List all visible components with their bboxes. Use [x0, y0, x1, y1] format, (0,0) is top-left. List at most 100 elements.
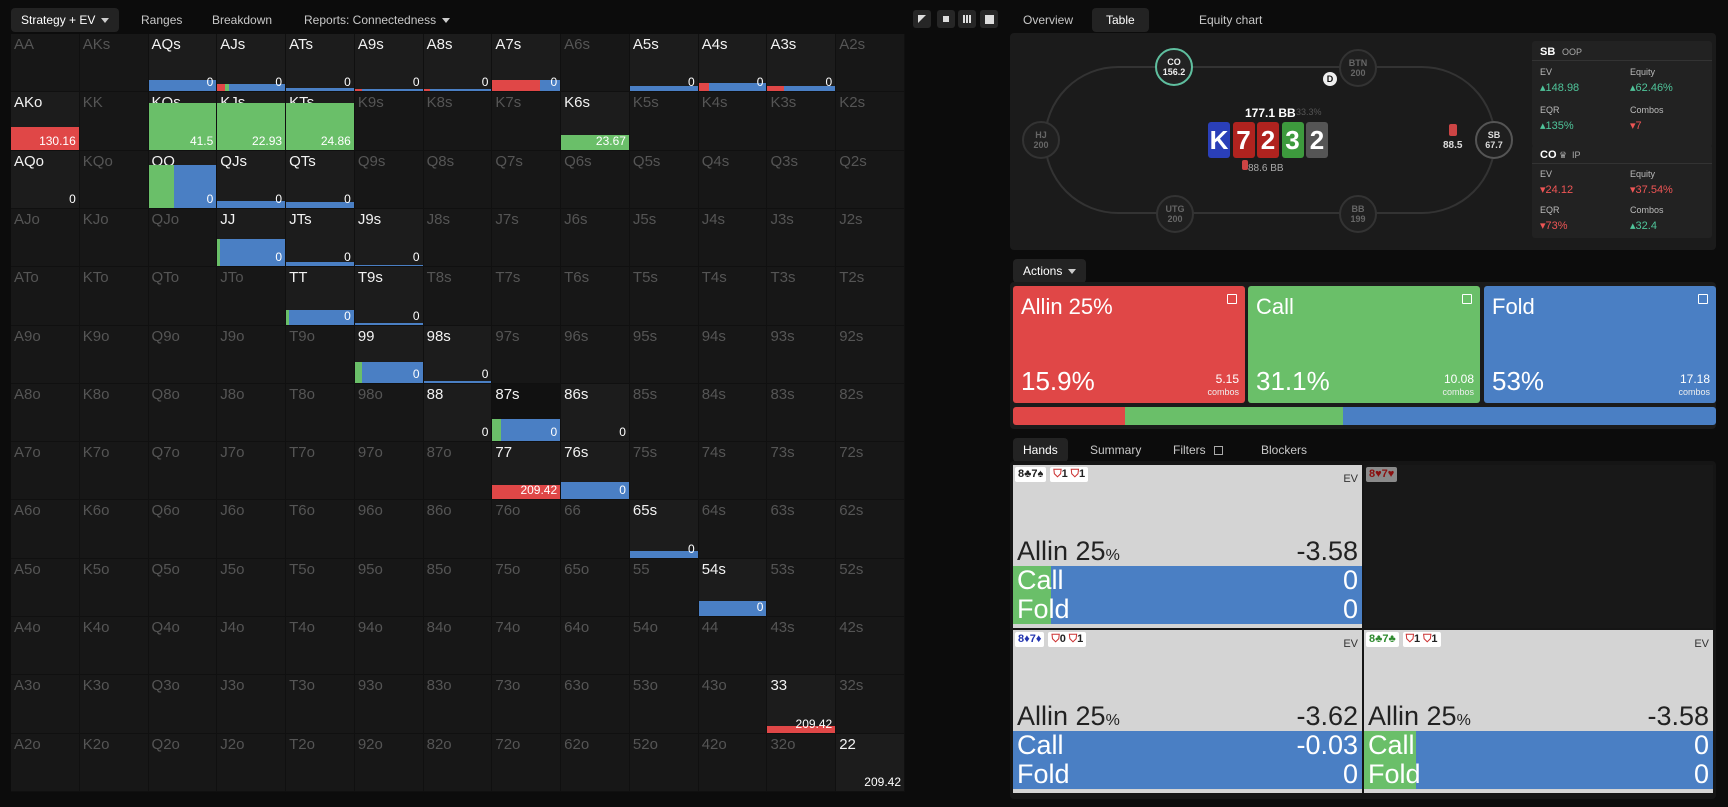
hand-cell[interactable]: J9s 0 [354, 208, 424, 268]
tab-hands[interactable]: Hands [1013, 438, 1068, 462]
hand-cell[interactable]: J4o [217, 617, 287, 676]
hand-cell[interactable]: 77 209.42 [492, 442, 562, 501]
tab-summary[interactable]: Summary [1090, 443, 1142, 457]
hand-cell[interactable]: A7s 0 [492, 34, 562, 93]
action-fold[interactable]: Fold 53% 17.18 combos [1484, 286, 1716, 403]
hand-cell[interactable]: 44 [698, 617, 768, 676]
hand-cell[interactable]: 85s [629, 383, 699, 443]
details-icon[interactable] [1462, 294, 1472, 304]
hand-cell[interactable]: KQo [79, 150, 149, 209]
hand-combo-card[interactable]: 8♦7♦ ⛉0 ⛉1 EV Allin 25% -3.62 Call -0.03 Fold 0 [1013, 630, 1362, 793]
hand-cell[interactable]: 52s [836, 558, 905, 618]
seat-sb[interactable]: SB 67.7 [1475, 121, 1513, 159]
hand-cell[interactable]: K7s [492, 92, 562, 151]
hand-cell[interactable]: T4o [286, 617, 355, 676]
hand-cell[interactable]: J6o [217, 500, 287, 559]
tab-ranges[interactable]: Ranges [141, 13, 183, 27]
hand-cell[interactable]: 95o [354, 558, 424, 618]
hand-cell[interactable]: 95s [629, 325, 699, 384]
hand-cell[interactable]: Q9s [354, 150, 424, 209]
hand-cell[interactable]: 63o [561, 675, 630, 734]
hand-cell[interactable]: 65o [561, 558, 630, 618]
hand-cell[interactable]: 72s [836, 442, 905, 501]
reports-dropdown[interactable]: Reports: Connectedness [294, 8, 460, 32]
hand-cell[interactable]: KTs24.86 [286, 92, 355, 151]
hand-cell[interactable]: 43s [767, 617, 837, 676]
hand-cell[interactable]: J9o [217, 325, 287, 384]
hand-cell[interactable]: T3o [286, 675, 355, 734]
tab-blockers[interactable]: Blockers [1261, 443, 1308, 457]
hand-cell[interactable]: ATo [11, 267, 80, 326]
hand-cell[interactable]: A9o [11, 325, 80, 384]
hand-cell[interactable]: 22 209.42 [836, 733, 905, 792]
hand-cell[interactable]: T5s [629, 267, 699, 326]
tab-breakdown[interactable]: Breakdown [212, 13, 273, 27]
hand-cell[interactable]: 54o [629, 617, 699, 676]
hand-cell[interactable]: Q6o [148, 500, 218, 559]
tab-table[interactable]: Table [1092, 8, 1149, 32]
hand-cell[interactable]: J5s [629, 208, 699, 268]
hand-cell[interactable]: J3o [217, 675, 287, 734]
hand-cell[interactable]: A3s 0 [767, 34, 837, 93]
hand-cell[interactable]: A6o [11, 500, 80, 559]
hand-cell[interactable]: AQs 0 [148, 34, 218, 93]
compact-grid-icon[interactable] [937, 10, 955, 28]
hand-cell[interactable]: 94s [698, 325, 768, 384]
hand-cell[interactable]: JJ 0 [217, 208, 287, 268]
hand-cell[interactable]: 42o [698, 733, 768, 792]
hand-cell[interactable]: K8o [79, 383, 149, 443]
hand-cell[interactable]: Q5o [148, 558, 218, 618]
action-call[interactable]: Call 31.1% 10.08 combos [1248, 286, 1480, 403]
hand-cell[interactable]: 43o [698, 675, 768, 734]
action-allin[interactable]: Allin 25% 15.9% 5.15 combos [1013, 286, 1245, 403]
hand-cell[interactable]: A4s 0 [698, 34, 768, 93]
hand-cell[interactable]: 85o [423, 558, 493, 618]
hand-cell[interactable]: TT 0 [286, 267, 355, 326]
hand-cell[interactable]: K5o [79, 558, 149, 618]
tab-overview[interactable]: Overview [1023, 13, 1074, 27]
hand-cell[interactable]: A3o [11, 675, 80, 734]
hand-cell[interactable]: T8s [423, 267, 493, 326]
hand-cell[interactable]: Q3s [767, 150, 837, 209]
hand-cell[interactable]: Q2o [148, 733, 218, 792]
tab-equity-chart[interactable]: Equity chart [1199, 13, 1263, 27]
hand-cell[interactable]: J5o [217, 558, 287, 618]
hand-cell[interactable]: 96s [561, 325, 630, 384]
grid-icon[interactable] [958, 10, 976, 28]
actions-dropdown[interactable]: Actions [1013, 259, 1087, 283]
hand-cell[interactable]: 63s [767, 500, 837, 559]
hand-cell[interactable]: T4s [698, 267, 768, 326]
hand-cell[interactable]: 54s 0 [698, 558, 768, 618]
hand-cell[interactable]: AJo [11, 208, 80, 268]
hand-cell[interactable]: KQs41.5 [148, 92, 218, 151]
hand-cell[interactable]: K4s [698, 92, 768, 151]
hand-cell[interactable]: A8s 0 [423, 34, 493, 93]
hand-cell[interactable]: QTs 0 [286, 150, 355, 209]
hand-cell[interactable]: 94o [354, 617, 424, 676]
hand-cell[interactable]: 62s [836, 500, 905, 559]
hand-cell[interactable]: Q9o [148, 325, 218, 384]
hand-cell[interactable]: A4o [11, 617, 80, 676]
hand-cell[interactable]: 33 209.42 [767, 675, 837, 734]
hand-cell[interactable]: T7s [492, 267, 562, 326]
hand-cell[interactable]: KTo [79, 267, 149, 326]
hand-cell[interactable]: AQo 0 [11, 150, 80, 209]
hand-cell[interactable]: A5s 0 [629, 34, 699, 93]
hand-cell[interactable]: 74o [492, 617, 562, 676]
hand-cell[interactable]: K9s [354, 92, 424, 151]
hand-cell[interactable]: 86s 0 [561, 383, 630, 443]
hand-cell[interactable]: Q7s [492, 150, 562, 209]
hand-cell[interactable]: 65s 0 [629, 500, 699, 559]
hand-cell[interactable]: 93s [767, 325, 837, 384]
hand-cell[interactable]: J4s [698, 208, 768, 268]
hand-cell[interactable]: 53s [767, 558, 837, 618]
seat-co[interactable]: CO 156.2 [1155, 48, 1193, 86]
hand-cell[interactable]: 98o [354, 383, 424, 443]
hand-cell[interactable]: T8o [286, 383, 355, 443]
hand-cell[interactable]: 97o [354, 442, 424, 501]
hand-cell[interactable]: 99 0 [354, 325, 424, 384]
hand-cell[interactable]: ATs 0 [286, 34, 355, 93]
hand-cell[interactable]: Q7o [148, 442, 218, 501]
hand-cell[interactable]: K3o [79, 675, 149, 734]
hand-cell[interactable]: 76o [492, 500, 562, 559]
